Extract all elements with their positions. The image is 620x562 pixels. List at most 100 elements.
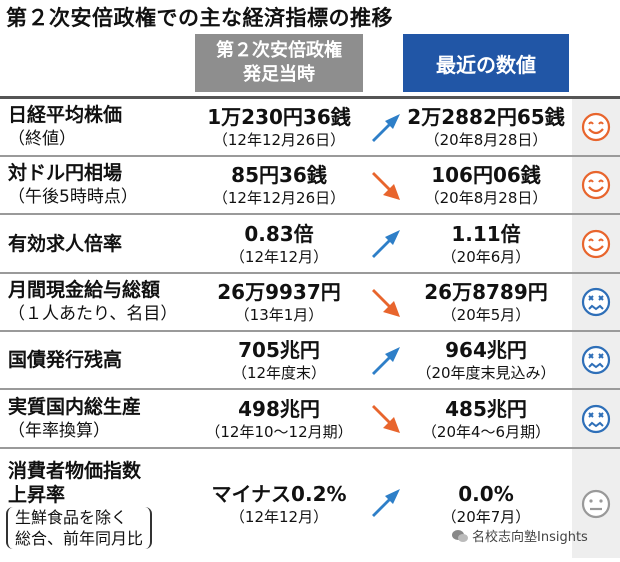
- recent-cell: 485兆円 （20年4～6月期）: [400, 390, 572, 447]
- recent-cell: 964兆円 （20年度末見込み）: [400, 332, 572, 388]
- recent-cell: 26万8789円 （20年5月）: [400, 274, 572, 330]
- indicator-sub: （１人あたり、名目）: [8, 304, 178, 324]
- start-date: （12年12月26日）: [212, 131, 346, 149]
- recent-date: （20年7月）: [441, 507, 531, 526]
- smiley-face-icon: [581, 170, 611, 200]
- start-value: 85円36銭: [231, 163, 327, 187]
- evaluation-cell: [572, 157, 620, 213]
- recent-date: （20年度末見込み）: [416, 364, 556, 382]
- sad-face-icon: [581, 345, 611, 375]
- recent-date: （20年8月28日）: [424, 189, 548, 207]
- recent-value: 0.0%: [458, 481, 514, 506]
- down-arrow-icon: [372, 289, 400, 317]
- start-value: 26万9937円: [217, 280, 341, 304]
- start-date: （12年12月26日）: [212, 189, 346, 207]
- recent-date: （20年6月）: [441, 247, 531, 266]
- recent-value: 1.11倍: [451, 221, 521, 246]
- start-date: （12年12月）: [229, 247, 329, 266]
- header-start: 第２次安倍政権 発足当時: [195, 34, 363, 92]
- down-arrow-icon: [372, 405, 400, 433]
- row-label: 対ドル円相場 （午後5時時点）: [8, 157, 138, 213]
- recent-value: 964兆円: [445, 338, 527, 362]
- start-cell: マイナス0.2% （12年12月）: [195, 449, 363, 558]
- start-date: （12年度末）: [231, 364, 327, 382]
- indicator-sub: （午後5時時点）: [8, 187, 138, 207]
- indicator-name: 対ドル円相場: [8, 162, 123, 184]
- header-start-line2: 発足当時: [243, 64, 315, 85]
- table-row: 日経平均株価 （終値） 1万230円36銭 （12年12月26日） 2万2882…: [0, 96, 620, 155]
- smiley-face-icon: [581, 112, 611, 142]
- sad-face-icon: [581, 287, 611, 317]
- recent-date: （20年5月）: [441, 306, 531, 324]
- start-date: （12年12月）: [229, 507, 329, 526]
- start-value: 705兆円: [238, 338, 320, 362]
- evaluation-cell: [572, 390, 620, 447]
- indicator-note-line2: 総合、前年同月比: [15, 528, 144, 548]
- up-arrow-icon: [372, 347, 400, 375]
- table-row: 対ドル円相場 （午後5時時点） 85円36銭 （12年12月26日） 106円0…: [0, 155, 620, 213]
- start-value: 498兆円: [238, 396, 320, 421]
- neutral-face-icon: [581, 489, 611, 518]
- row-label: 消費者物価指数 上昇率 生鮮食品を除く 総合、前年同月比: [6, 449, 153, 558]
- evaluation-cell: [572, 99, 620, 155]
- indicator-sub: （終値）: [8, 129, 76, 149]
- sad-face-icon: [581, 404, 611, 433]
- recent-cell: 106円06銭 （20年8月28日）: [400, 157, 572, 213]
- row-label: 実質国内総生産 （年率換算）: [8, 390, 141, 447]
- wechat-icon: [452, 529, 468, 542]
- indicator-name: 実質国内総生産: [8, 395, 142, 418]
- recent-value: 2万2882円65銭: [407, 105, 565, 129]
- recent-value: 106円06銭: [431, 163, 541, 187]
- page-title: 第２次安倍政権での主な経済指標の推移: [6, 6, 393, 30]
- start-date: （13年1月）: [234, 306, 324, 324]
- recent-value: 26万8789円: [424, 280, 548, 304]
- up-arrow-icon: [372, 114, 400, 142]
- start-date: （12年10～12月期）: [205, 422, 353, 441]
- watermark-text: 名校志向塾Insights: [472, 530, 588, 545]
- table-row: 月間現金給与総額 （１人あたり、名目） 26万9937円 （13年1月） 26万…: [0, 272, 620, 330]
- evaluation-cell: [572, 332, 620, 388]
- row-label: 国債発行残高: [8, 332, 122, 388]
- header-recent: 最近の数値: [403, 34, 569, 92]
- start-cell: 705兆円 （12年度末）: [195, 332, 363, 388]
- table-row: 消費者物価指数 上昇率 生鮮食品を除く 総合、前年同月比 マイナス0.2% （1…: [0, 447, 620, 558]
- start-cell: 0.83倍 （12年12月）: [195, 215, 363, 272]
- indicator-note: 生鮮食品を除く 総合、前年同月比: [6, 506, 153, 549]
- indicator-table: 日経平均株価 （終値） 1万230円36銭 （12年12月26日） 2万2882…: [0, 96, 620, 558]
- watermark: 名校志向塾Insights: [452, 526, 588, 545]
- recent-cell: 1.11倍 （20年6月）: [400, 215, 572, 272]
- recent-cell: 2万2882円65銭 （20年8月28日）: [400, 99, 572, 155]
- start-value: 0.83倍: [244, 221, 314, 246]
- start-cell: 498兆円 （12年10～12月期）: [195, 390, 363, 447]
- indicator-name: 日経平均株価: [8, 104, 123, 126]
- table-row: 国債発行残高 705兆円 （12年度末） 964兆円 （20年度末見込み）: [0, 330, 620, 388]
- table-row: 有効求人倍率 0.83倍 （12年12月） 1.11倍 （20年6月）: [0, 213, 620, 272]
- start-cell: 85円36銭 （12年12月26日）: [195, 157, 363, 213]
- header-start-line1: 第２次安倍政権: [216, 40, 342, 61]
- indicator-sub: （年率換算）: [8, 420, 110, 441]
- row-label: 月間現金給与総額 （１人あたり、名目）: [8, 274, 177, 330]
- evaluation-cell: [572, 215, 620, 272]
- start-cell: 1万230円36銭 （12年12月26日）: [195, 99, 363, 155]
- start-value: マイナス0.2%: [211, 481, 347, 506]
- down-arrow-icon: [372, 172, 400, 200]
- indicator-name: 消費者物価指数: [8, 459, 142, 482]
- indicator-name: 国債発行残高: [8, 349, 123, 371]
- indicator-note-line1: 生鮮食品を除く: [15, 507, 128, 527]
- smiley-face-icon: [581, 229, 611, 258]
- table-row: 実質国内総生産 （年率換算） 498兆円 （12年10～12月期） 485兆円 …: [0, 388, 620, 447]
- start-cell: 26万9937円 （13年1月）: [195, 274, 363, 330]
- header-recent-label: 最近の数値: [436, 52, 536, 77]
- indicator-name: 有効求人倍率: [8, 232, 123, 255]
- recent-cell: 0.0% （20年7月）: [400, 449, 572, 558]
- indicator-name-line2: 上昇率: [8, 483, 66, 506]
- row-label: 有効求人倍率: [8, 215, 122, 272]
- row-label: 日経平均株価 （終値）: [8, 99, 122, 155]
- indicator-name: 月間現金給与総額: [8, 279, 161, 301]
- start-value: 1万230円36銭: [207, 105, 351, 129]
- up-arrow-icon: [372, 230, 400, 258]
- evaluation-cell: [572, 274, 620, 330]
- recent-date: （20年4～6月期）: [421, 422, 551, 441]
- up-arrow-icon: [372, 489, 400, 517]
- evaluation-cell: [572, 449, 620, 558]
